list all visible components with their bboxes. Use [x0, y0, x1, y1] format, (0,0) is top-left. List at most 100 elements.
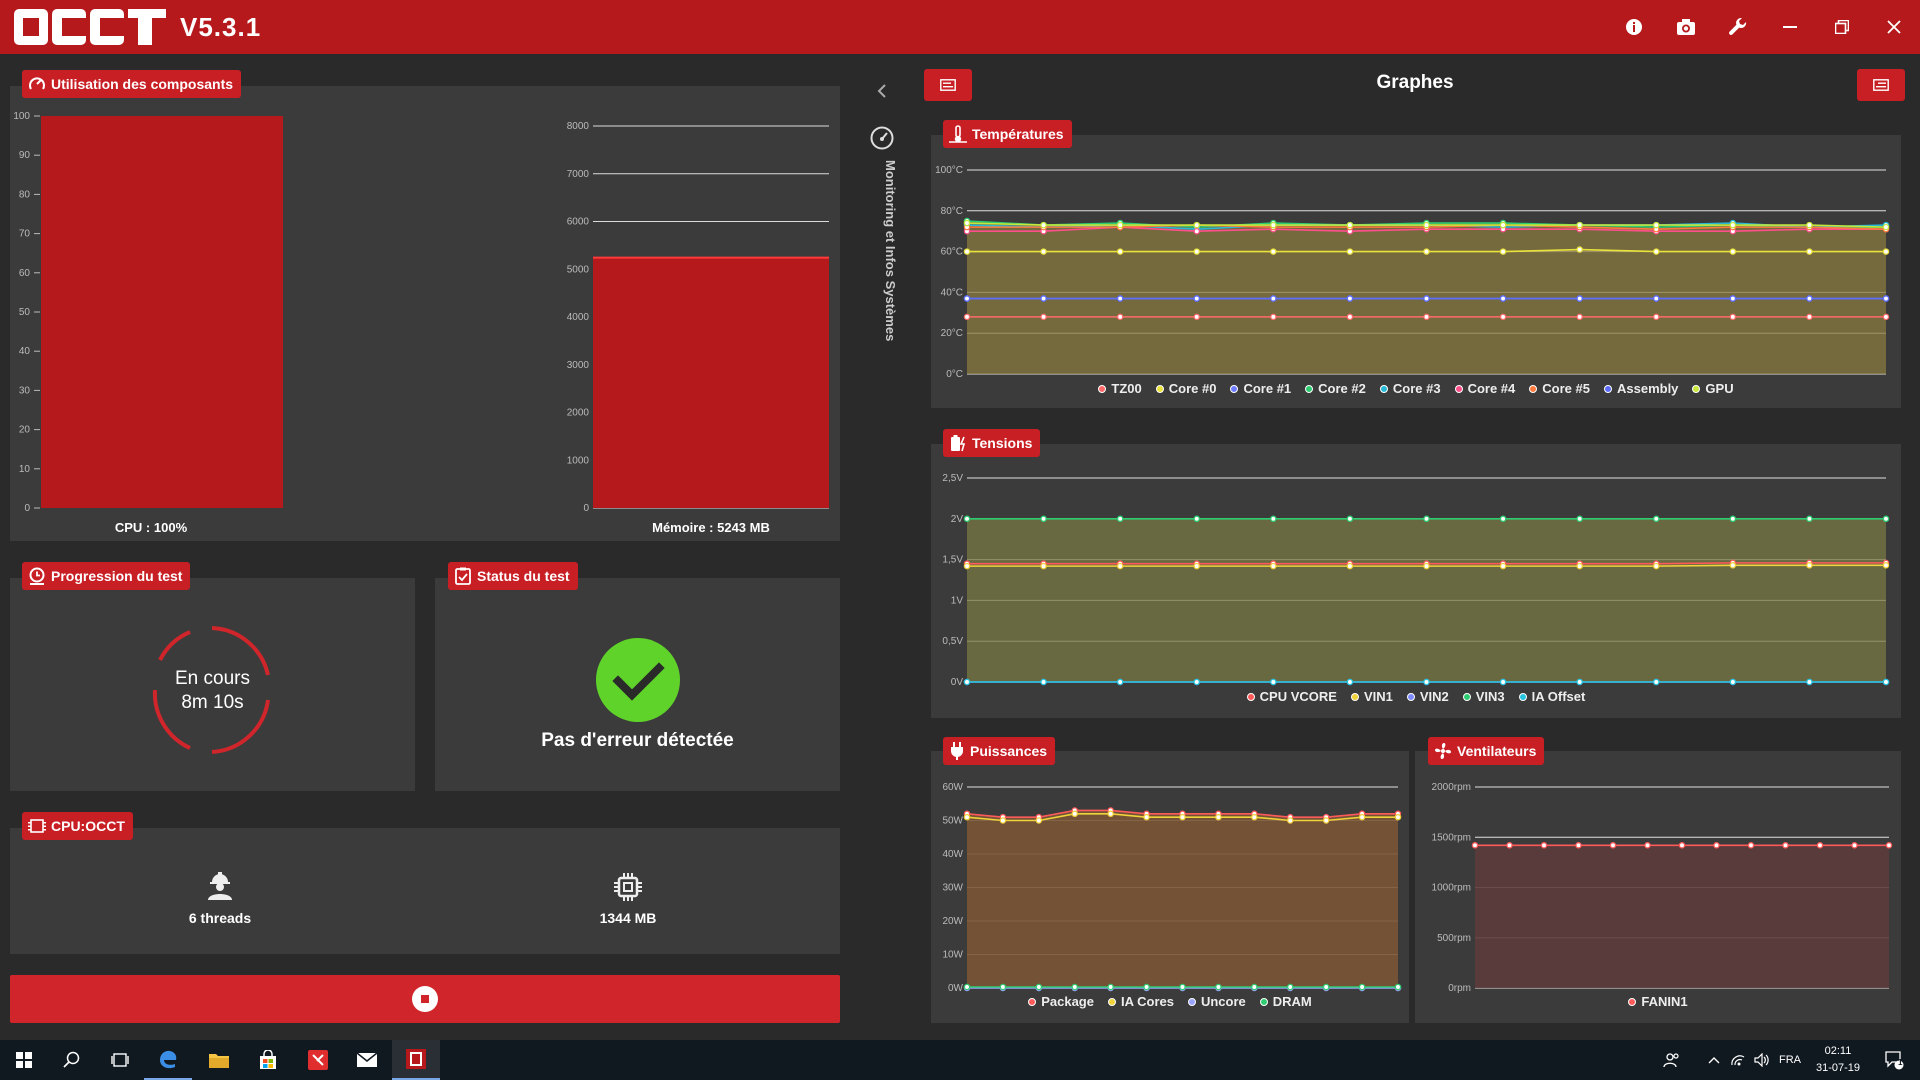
close-icon[interactable]: [1868, 0, 1920, 54]
legend-item[interactable]: Core #5: [1529, 381, 1590, 396]
wrench-icon[interactable]: [1712, 0, 1764, 54]
data-point: [1270, 562, 1277, 570]
legend-item[interactable]: IA Cores: [1107, 994, 1174, 1009]
volume-icon[interactable]: [1750, 1040, 1774, 1080]
mail-icon[interactable]: [343, 1040, 391, 1080]
voltage-legend: CPU VCORE VIN1 VIN2 VIN3 IA Offset: [931, 689, 1901, 704]
legend-item[interactable]: VIN1: [1350, 689, 1393, 704]
data-point: [1346, 515, 1354, 523]
collapse-chevron-icon[interactable]: [876, 84, 888, 98]
y-tick-label: 2V: [951, 514, 964, 525]
app-version: V5.3.1: [180, 12, 262, 42]
data-point: [1286, 817, 1294, 824]
chart-area-fill: [1475, 845, 1889, 988]
chip-icon: [614, 873, 642, 901]
data-point: [1729, 678, 1737, 686]
data-point: [1747, 842, 1755, 849]
legend-item[interactable]: Core #1: [1230, 381, 1291, 396]
clock-icon: [29, 567, 45, 585]
y-tick-label: 40°C: [941, 287, 963, 298]
graphs-right-button[interactable]: [1857, 69, 1905, 101]
legend-item[interactable]: Core #4: [1454, 381, 1515, 396]
edge-browser-icon[interactable]: [144, 1040, 192, 1080]
data-point: [1678, 842, 1686, 849]
y-tick-label: 30W: [942, 883, 963, 894]
clock-time[interactable]: 02:11: [1824, 1045, 1852, 1057]
data-point: [1471, 842, 1479, 849]
data-point: [1193, 562, 1200, 570]
legend-label: CPU VCORE: [1259, 689, 1337, 704]
data-point: [1193, 248, 1200, 255]
legend-item[interactable]: Core #3: [1379, 381, 1441, 396]
monitoring-rail-tab[interactable]: Monitoring et Infos Systèmes: [883, 160, 904, 360]
data-point: [1116, 515, 1124, 523]
legend-label: VIN2: [1419, 689, 1449, 704]
y-tick-label: 0,5V: [942, 636, 963, 647]
progress-elapsed: 8m 10s: [181, 692, 244, 713]
occt-taskbar-icon[interactable]: [392, 1040, 440, 1080]
y-tick-label: 0°C: [946, 369, 963, 380]
data-point: [963, 678, 971, 686]
legend-item[interactable]: VIN2: [1406, 689, 1449, 704]
legend-item[interactable]: Core #2: [1305, 381, 1366, 396]
data-point: [1423, 562, 1430, 570]
legend-item[interactable]: TZ00: [1098, 381, 1142, 396]
clock-date[interactable]: 31-07-19: [1815, 1062, 1861, 1074]
power-badge: Puissances: [943, 737, 1056, 765]
data-point: [1179, 813, 1186, 821]
data-point: [1729, 295, 1737, 302]
data-point: [1806, 515, 1813, 523]
snipping-tool-icon[interactable]: [294, 1040, 342, 1080]
legend-item[interactable]: Uncore: [1187, 994, 1246, 1009]
data-point: [1215, 983, 1222, 991]
legend-item[interactable]: GPU: [1692, 381, 1734, 396]
data-point: [1653, 678, 1660, 686]
data-point: [1576, 246, 1583, 253]
data-point: [1040, 313, 1047, 321]
legend-item[interactable]: IA Offset: [1518, 689, 1585, 704]
info-icon[interactable]: [1608, 0, 1660, 54]
data-point: [1346, 295, 1354, 302]
minimize-icon[interactable]: [1764, 0, 1816, 54]
graphs-left-button[interactable]: [924, 69, 972, 101]
notifications-icon[interactable]: 1: [1874, 1040, 1914, 1080]
tray-chevron-up-icon[interactable]: [1700, 1040, 1728, 1080]
data-point: [1116, 295, 1124, 302]
legend-dot: [1107, 997, 1116, 1006]
data-point: [1499, 248, 1507, 255]
cpu-axis-tick: 10: [19, 464, 31, 475]
windows-start-icon[interactable]: [0, 1040, 48, 1080]
thermometer-icon: [949, 125, 967, 143]
speedometer-icon[interactable]: [870, 126, 894, 150]
monitoring-rail: [842, 54, 924, 1040]
graph-panel-icon: [1873, 79, 1889, 91]
fan-title: Ventilateurs: [1457, 743, 1537, 759]
stop-test-button[interactable]: [10, 975, 840, 1023]
legend-item[interactable]: Package: [1028, 994, 1094, 1009]
data-point: [1286, 983, 1294, 991]
task-view-icon[interactable]: [96, 1040, 144, 1080]
data-point: [1040, 221, 1047, 229]
legend-item[interactable]: Core #0: [1155, 381, 1216, 396]
legend-item[interactable]: Assembly: [1603, 381, 1678, 396]
monitoring-rail-label: Monitoring et Infos Systèmes: [883, 160, 898, 342]
wifi-icon[interactable]: [1726, 1040, 1750, 1080]
legend-item[interactable]: FANIN1: [1628, 994, 1688, 1009]
data-point: [1040, 248, 1047, 255]
data-point: [1506, 842, 1513, 849]
legend-item[interactable]: CPU VCORE: [1246, 689, 1337, 704]
camera-icon[interactable]: [1660, 0, 1712, 54]
temperature-chart: 100°C 80°C 60°C 40°C 20°C 0°C: [935, 165, 1890, 380]
people-icon[interactable]: [1652, 1040, 1692, 1080]
data-point: [999, 817, 1007, 824]
restore-icon[interactable]: [1816, 0, 1868, 54]
legend-label: TZ00: [1111, 381, 1142, 396]
search-icon[interactable]: [48, 1040, 96, 1080]
input-language[interactable]: FRA: [1779, 1054, 1801, 1066]
legend-item[interactable]: VIN3: [1462, 689, 1505, 704]
file-explorer-icon[interactable]: [195, 1040, 243, 1080]
y-tick-label: 1500rpm: [1432, 832, 1471, 843]
data-point: [1575, 842, 1582, 849]
legend-item[interactable]: DRAM: [1259, 994, 1312, 1009]
store-icon[interactable]: [244, 1040, 292, 1080]
